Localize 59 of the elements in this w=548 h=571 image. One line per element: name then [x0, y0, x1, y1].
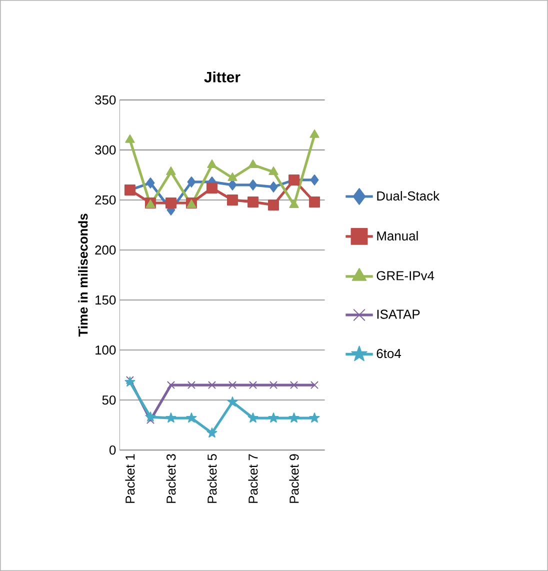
- y-tick-label: 200: [95, 245, 116, 255]
- point: [310, 129, 320, 138]
- point: [289, 199, 299, 208]
- point: [187, 381, 196, 390]
- point: [248, 159, 258, 168]
- point: [268, 166, 278, 175]
- point: [166, 412, 176, 423]
- x-tick-label: Packet 7: [248, 454, 258, 503]
- point: [310, 174, 319, 186]
- legend-label: 6to4: [376, 348, 402, 358]
- legend-label: ISATAP: [377, 310, 420, 319]
- legend-label: Manual: [377, 231, 418, 241]
- point: [248, 381, 258, 390]
- x-tick-label: Packet 1: [125, 454, 135, 503]
- point: [228, 172, 238, 181]
- chart-title: Jitter: [204, 71, 240, 82]
- point: [227, 396, 238, 407]
- point: [310, 381, 319, 390]
- point: [146, 416, 154, 424]
- x-tick-label: Packet 5: [207, 454, 217, 503]
- point: [268, 412, 279, 423]
- point: [268, 199, 279, 210]
- y-tick-label: 100: [96, 345, 116, 355]
- point: [126, 376, 134, 384]
- point: [146, 177, 155, 188]
- point: [248, 196, 258, 208]
- point: [145, 412, 156, 422]
- y-axis-title: Time in miliseconds: [78, 214, 88, 337]
- point: [269, 181, 278, 192]
- y-tick-label: 0: [109, 445, 116, 455]
- point: [187, 176, 196, 188]
- point: [269, 381, 278, 390]
- point: [124, 376, 136, 387]
- y-tick-label: 150: [96, 295, 116, 305]
- y-tick-label: 350: [95, 95, 116, 105]
- point: [228, 381, 237, 390]
- legend-label: GRE-IPv4: [376, 271, 434, 280]
- point: [248, 179, 258, 190]
- point: [165, 197, 176, 208]
- point: [227, 194, 238, 206]
- point: [207, 159, 217, 168]
- point: [288, 412, 300, 423]
- point: [309, 412, 320, 423]
- point: [206, 182, 218, 194]
- y-tick-label: 300: [95, 145, 116, 155]
- point: [208, 381, 216, 390]
- point: [309, 196, 320, 208]
- point: [290, 381, 298, 390]
- x-tick-label: Packet 9: [289, 454, 299, 503]
- x-tick-label: Packet 3: [166, 454, 176, 503]
- y-tick-label: 250: [95, 195, 116, 205]
- y-tick-label: 50: [102, 395, 116, 405]
- point: [166, 166, 176, 175]
- point: [186, 412, 197, 423]
- point: [125, 134, 135, 143]
- point: [166, 381, 175, 390]
- point: [206, 428, 218, 438]
- legend-label: Dual-Stack: [377, 191, 440, 201]
- point: [248, 412, 258, 423]
